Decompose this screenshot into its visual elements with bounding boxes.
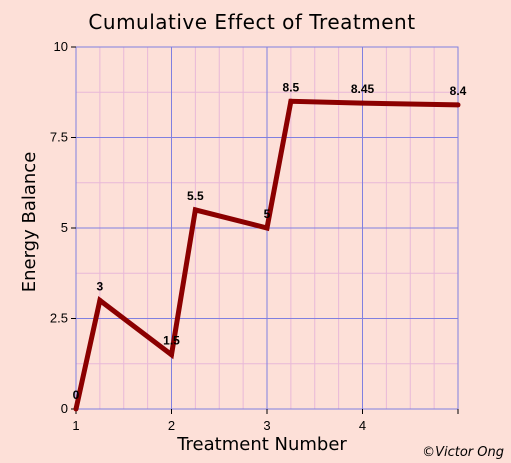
y-axis-ticks: 0 2.5 5 7.5 10 <box>50 39 76 416</box>
x-tick-label: 2 <box>168 418 175 433</box>
y-tick-label: 0 <box>61 401 68 416</box>
series-layer <box>73 98 461 412</box>
data-label: 8.4 <box>450 84 467 98</box>
data-point <box>455 102 461 108</box>
copyright-text: ©Victor Ong <box>422 445 504 460</box>
data-label: 3 <box>97 279 104 293</box>
data-label: 5.5 <box>187 189 204 203</box>
x-axis-ticks: 1 2 3 4 <box>72 409 459 433</box>
data-labels: 0 3 1.5 5.5 5 8.5 8.45 8.4 <box>73 80 467 402</box>
x-tick-label: 1 <box>72 418 79 433</box>
data-point <box>360 100 365 106</box>
y-tick-label: 5 <box>61 220 68 235</box>
data-label: 0 <box>73 388 80 402</box>
data-point <box>192 207 198 213</box>
x-axis-label: Treatment Number <box>176 434 347 455</box>
data-point <box>169 352 174 358</box>
data-point <box>97 297 103 303</box>
x-tick-label: 3 <box>263 418 270 433</box>
x-tick-label: 4 <box>359 418 366 433</box>
y-tick-label: 7.5 <box>50 130 68 145</box>
data-point <box>73 406 79 412</box>
y-axis-label: Energy Balance <box>19 152 40 293</box>
y-tick-label: 2.5 <box>50 311 68 326</box>
chart-title: Cumulative Effect of Treatment <box>88 10 415 34</box>
data-point <box>288 98 294 104</box>
data-label: 8.5 <box>283 80 300 94</box>
series-line <box>73 98 459 410</box>
data-label: 1.5 <box>163 334 180 348</box>
data-label: 8.45 <box>351 82 375 96</box>
y-tick-label: 10 <box>54 39 68 54</box>
data-point <box>264 225 270 231</box>
data-label: 5 <box>264 207 271 221</box>
